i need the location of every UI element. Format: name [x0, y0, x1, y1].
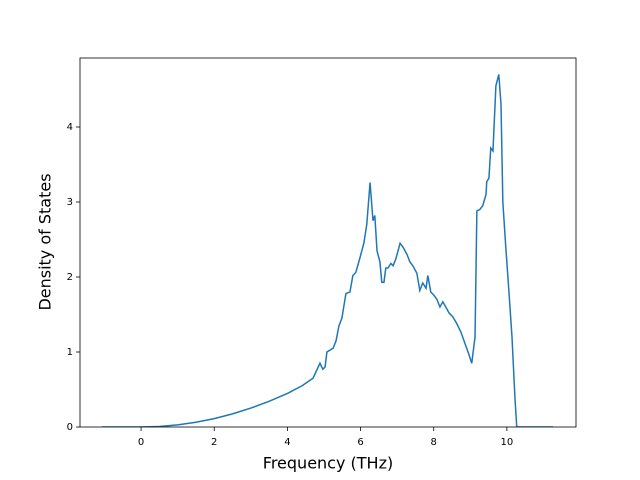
x-axis-label: Frequency (THz) [263, 454, 393, 473]
x-tick-label: 8 [431, 437, 437, 448]
y-tick-label: 2 [67, 272, 73, 283]
y-tick-label: 1 [67, 347, 73, 358]
x-tick-label: 4 [284, 437, 290, 448]
y-tick-label: 0 [67, 422, 73, 433]
x-tick-label: 2 [211, 437, 217, 448]
x-tick-label: 0 [138, 437, 144, 448]
x-tick-label: 6 [357, 437, 363, 448]
x-tick-label: 10 [501, 437, 514, 448]
y-axis-label: Density of States [36, 173, 55, 310]
y-tick-label: 3 [67, 197, 73, 208]
plot-frame [79, 57, 577, 428]
line-series [101, 74, 553, 427]
y-tick-label: 4 [67, 122, 73, 133]
